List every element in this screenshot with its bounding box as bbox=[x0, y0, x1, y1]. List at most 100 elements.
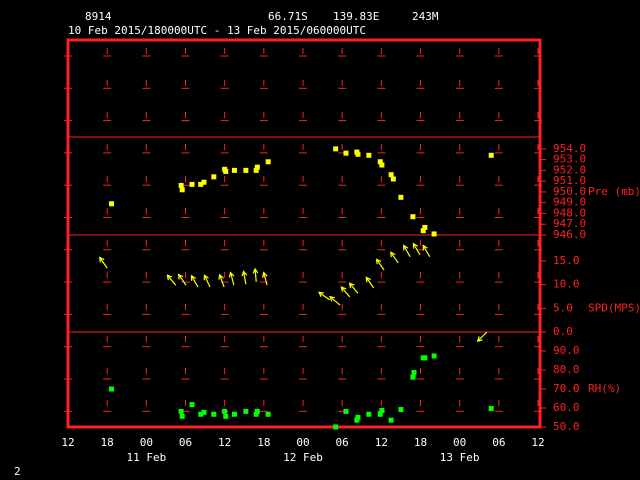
x-tick-label: 12 bbox=[61, 436, 74, 449]
data-point bbox=[254, 408, 260, 414]
day-label: 11 Feb bbox=[126, 451, 166, 464]
y-tick-label: 60.0 bbox=[553, 401, 580, 414]
x-tick-label: 06 bbox=[492, 436, 505, 449]
data-point bbox=[398, 407, 404, 413]
data-point bbox=[390, 176, 396, 182]
page-number: 2 bbox=[14, 465, 21, 478]
data-point bbox=[431, 353, 437, 359]
data-point bbox=[211, 411, 217, 417]
wind-arrow bbox=[218, 273, 225, 288]
data-point bbox=[179, 413, 185, 419]
wind-arrow bbox=[228, 271, 235, 286]
period: 10 Feb 2015/180000UTC - 13 Feb 2015/0600… bbox=[68, 24, 366, 37]
data-point bbox=[355, 414, 361, 420]
wind-arrow bbox=[261, 271, 268, 286]
y-tick-label: 50.0 bbox=[553, 420, 580, 433]
data-point bbox=[231, 167, 237, 173]
data-point bbox=[420, 228, 426, 234]
wind-arrow bbox=[375, 258, 385, 271]
data-point bbox=[198, 181, 204, 187]
x-tick-label: 06 bbox=[179, 436, 192, 449]
wind-arrow bbox=[340, 286, 351, 298]
data-point bbox=[254, 164, 260, 170]
data-point bbox=[231, 411, 237, 417]
wind-arrow bbox=[252, 267, 259, 282]
elevation: 243M bbox=[412, 10, 439, 23]
wind-arrow bbox=[190, 274, 199, 288]
data-point bbox=[377, 159, 383, 165]
panel-label: RH(%) bbox=[588, 382, 621, 395]
wind-arrow bbox=[422, 244, 431, 258]
data-point bbox=[253, 411, 259, 417]
y-tick-label: 5.0 bbox=[553, 301, 573, 314]
data-point bbox=[411, 369, 417, 375]
x-tick-label: 18 bbox=[257, 436, 270, 449]
x-tick-label: 00 bbox=[296, 436, 309, 449]
y-tick-label: 948.0 bbox=[553, 206, 586, 219]
data-point bbox=[379, 162, 385, 168]
y-tick-label: 946.0 bbox=[553, 228, 586, 241]
x-tick-label: 18 bbox=[101, 436, 114, 449]
data-point bbox=[243, 408, 249, 414]
wind-arrow bbox=[98, 256, 108, 269]
data-point bbox=[388, 172, 394, 178]
wind-arrow bbox=[329, 295, 341, 306]
data-point bbox=[431, 231, 437, 237]
data-point bbox=[410, 214, 416, 220]
y-tick-label: 10.0 bbox=[553, 278, 580, 291]
y-tick-label: 950.0 bbox=[553, 185, 586, 198]
y-tick-label: 80.0 bbox=[553, 363, 580, 376]
data-point bbox=[388, 417, 394, 423]
day-label: 12 Feb bbox=[283, 451, 323, 464]
data-point bbox=[201, 179, 207, 185]
data-point bbox=[178, 408, 184, 414]
y-tick-label: 952.0 bbox=[553, 163, 586, 176]
data-point bbox=[343, 150, 349, 156]
panel-label: SPD(MPS) bbox=[588, 301, 640, 314]
data-point bbox=[366, 411, 372, 417]
data-point bbox=[343, 408, 349, 414]
data-point bbox=[189, 181, 195, 187]
y-tick-label: 15.0 bbox=[553, 254, 580, 267]
data-point bbox=[201, 409, 207, 415]
data-point bbox=[223, 413, 229, 419]
data-point bbox=[265, 411, 271, 417]
data-point bbox=[488, 406, 494, 412]
data-point bbox=[355, 151, 361, 157]
data-point bbox=[189, 402, 195, 408]
day-label: 13 Feb bbox=[440, 451, 480, 464]
wind-arrow bbox=[390, 251, 399, 264]
wind-arrow bbox=[403, 244, 411, 258]
wind-arrow bbox=[241, 270, 248, 285]
y-tick-label: 953.0 bbox=[553, 153, 586, 166]
data-point bbox=[222, 408, 228, 414]
data-point bbox=[243, 167, 249, 173]
data-point bbox=[211, 174, 217, 180]
x-tick-label: 12 bbox=[218, 436, 231, 449]
data-point bbox=[333, 424, 339, 430]
data-point bbox=[377, 411, 383, 417]
latitude: 66.71S bbox=[268, 10, 308, 23]
longitude: 139.83E bbox=[333, 10, 379, 23]
wind-arrow bbox=[348, 282, 359, 294]
data-point bbox=[366, 152, 372, 158]
y-tick-label: 90.0 bbox=[553, 344, 580, 357]
data-point bbox=[253, 167, 259, 173]
data-point bbox=[488, 152, 494, 158]
x-tick-label: 00 bbox=[453, 436, 466, 449]
y-tick-label: 947.0 bbox=[553, 217, 586, 230]
data-point bbox=[198, 411, 204, 417]
data-point bbox=[379, 407, 385, 413]
x-tick-label: 12 bbox=[375, 436, 388, 449]
x-tick-label: 06 bbox=[336, 436, 349, 449]
x-tick-label: 12 bbox=[531, 436, 544, 449]
data-point bbox=[109, 201, 115, 207]
y-tick-label: 951.0 bbox=[553, 174, 586, 187]
y-tick-label: 949.0 bbox=[553, 196, 586, 209]
x-tick-label: 00 bbox=[140, 436, 153, 449]
y-tick-label: 0.0 bbox=[553, 325, 573, 338]
data-point bbox=[354, 417, 360, 423]
frame bbox=[66, 38, 542, 429]
